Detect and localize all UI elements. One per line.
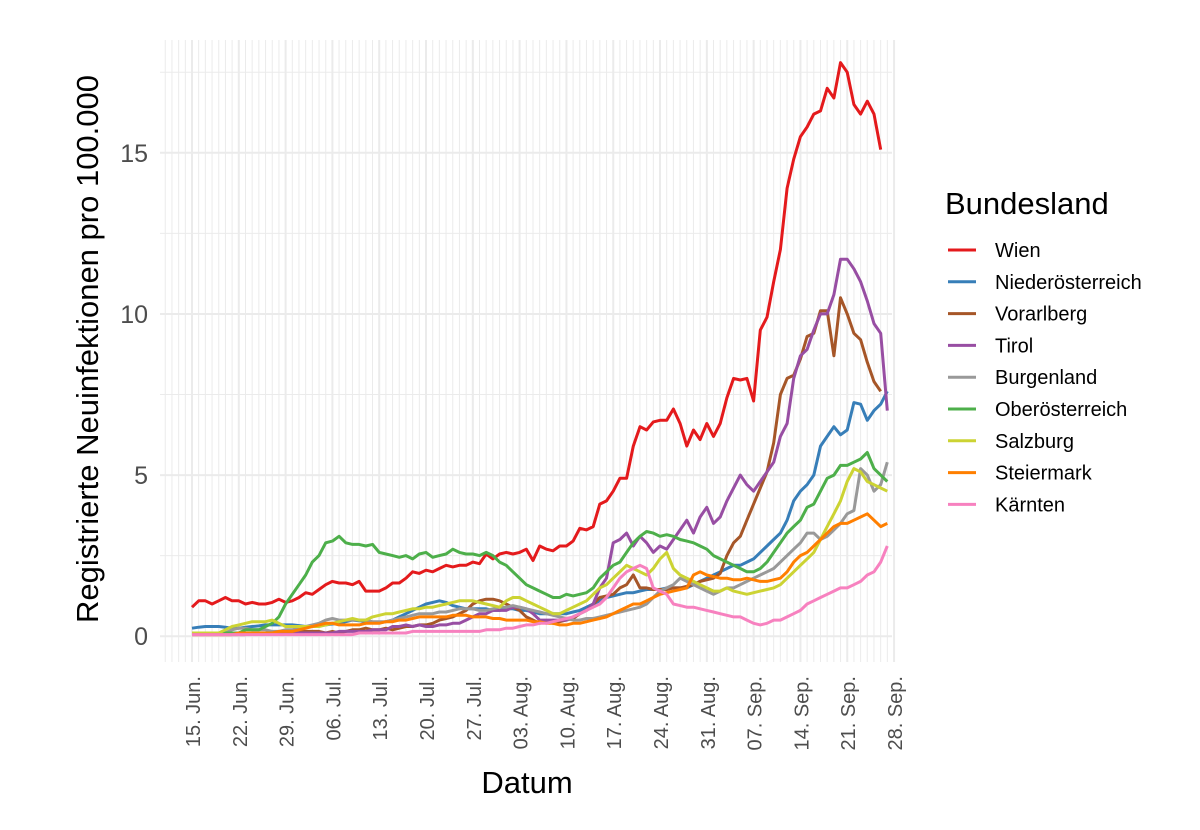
series-line-kärnten xyxy=(192,545,889,637)
series-lines xyxy=(190,61,889,637)
x-tick-label: 13. Jul. xyxy=(370,676,392,740)
y-tick-label: 10 xyxy=(120,301,148,329)
legend-label: Oberösterreich xyxy=(995,399,1127,421)
x-tick-label: 10. Aug. xyxy=(557,676,579,749)
legend-label: Kärnten xyxy=(995,494,1065,516)
legend-label: Burgenland xyxy=(995,367,1097,389)
x-tick-label: 29. Jun. xyxy=(277,676,299,747)
legend: Bundesland Wien Niederösterreich Vorarlber… xyxy=(945,186,1142,516)
series-line-steiermark xyxy=(192,512,888,637)
series-line-tirol xyxy=(192,257,889,635)
y-axis-ticks: 0 5 10 15 xyxy=(120,140,148,651)
x-axis-ticks: 15. Jun. 22. Jun. 29. Jun. 06. Jul. 13. Jul.… xyxy=(183,676,907,751)
legend-label: Salzburg xyxy=(995,431,1074,453)
legend-label: Tirol xyxy=(995,335,1033,357)
x-tick-label: 31. Aug. xyxy=(698,676,720,749)
x-tick-label: 14. Sep. xyxy=(791,676,813,751)
legend-label: Vorarlberg xyxy=(995,304,1087,326)
x-axis-title: Datum xyxy=(481,765,572,800)
legend-label: Niederösterreich xyxy=(995,272,1142,294)
x-tick-label: 15. Jun. xyxy=(183,676,205,747)
series-line-wien xyxy=(190,61,883,609)
x-tick-label: 24. Aug. xyxy=(651,676,673,749)
x-tick-label: 03. Aug. xyxy=(511,676,533,749)
x-tick-label: 06. Jul. xyxy=(323,676,345,740)
x-tick-label: 28. Sep. xyxy=(885,676,907,751)
grid xyxy=(160,40,896,662)
legend-label: Steiermark xyxy=(995,463,1093,485)
y-tick-label: 0 xyxy=(134,623,148,651)
series-line-oberösterreich xyxy=(192,451,889,635)
legend-title: Bundesland xyxy=(945,186,1109,221)
x-tick-label: 27. Jul. xyxy=(464,676,486,740)
y-tick-label: 15 xyxy=(120,140,148,168)
y-axis-title: Registrierte Neuinfektionen pro 100.000 xyxy=(70,75,105,623)
x-tick-label: 07. Sep. xyxy=(745,676,767,751)
x-tick-label: 20. Jul. xyxy=(417,676,439,740)
x-tick-label: 21. Sep. xyxy=(838,676,860,751)
x-tick-label: 22. Jun. xyxy=(230,676,252,747)
series-line-vorarlberg xyxy=(192,296,882,637)
y-tick-label: 5 xyxy=(134,462,148,490)
x-tick-label: 17. Aug. xyxy=(604,676,626,749)
legend-label: Wien xyxy=(995,240,1041,262)
